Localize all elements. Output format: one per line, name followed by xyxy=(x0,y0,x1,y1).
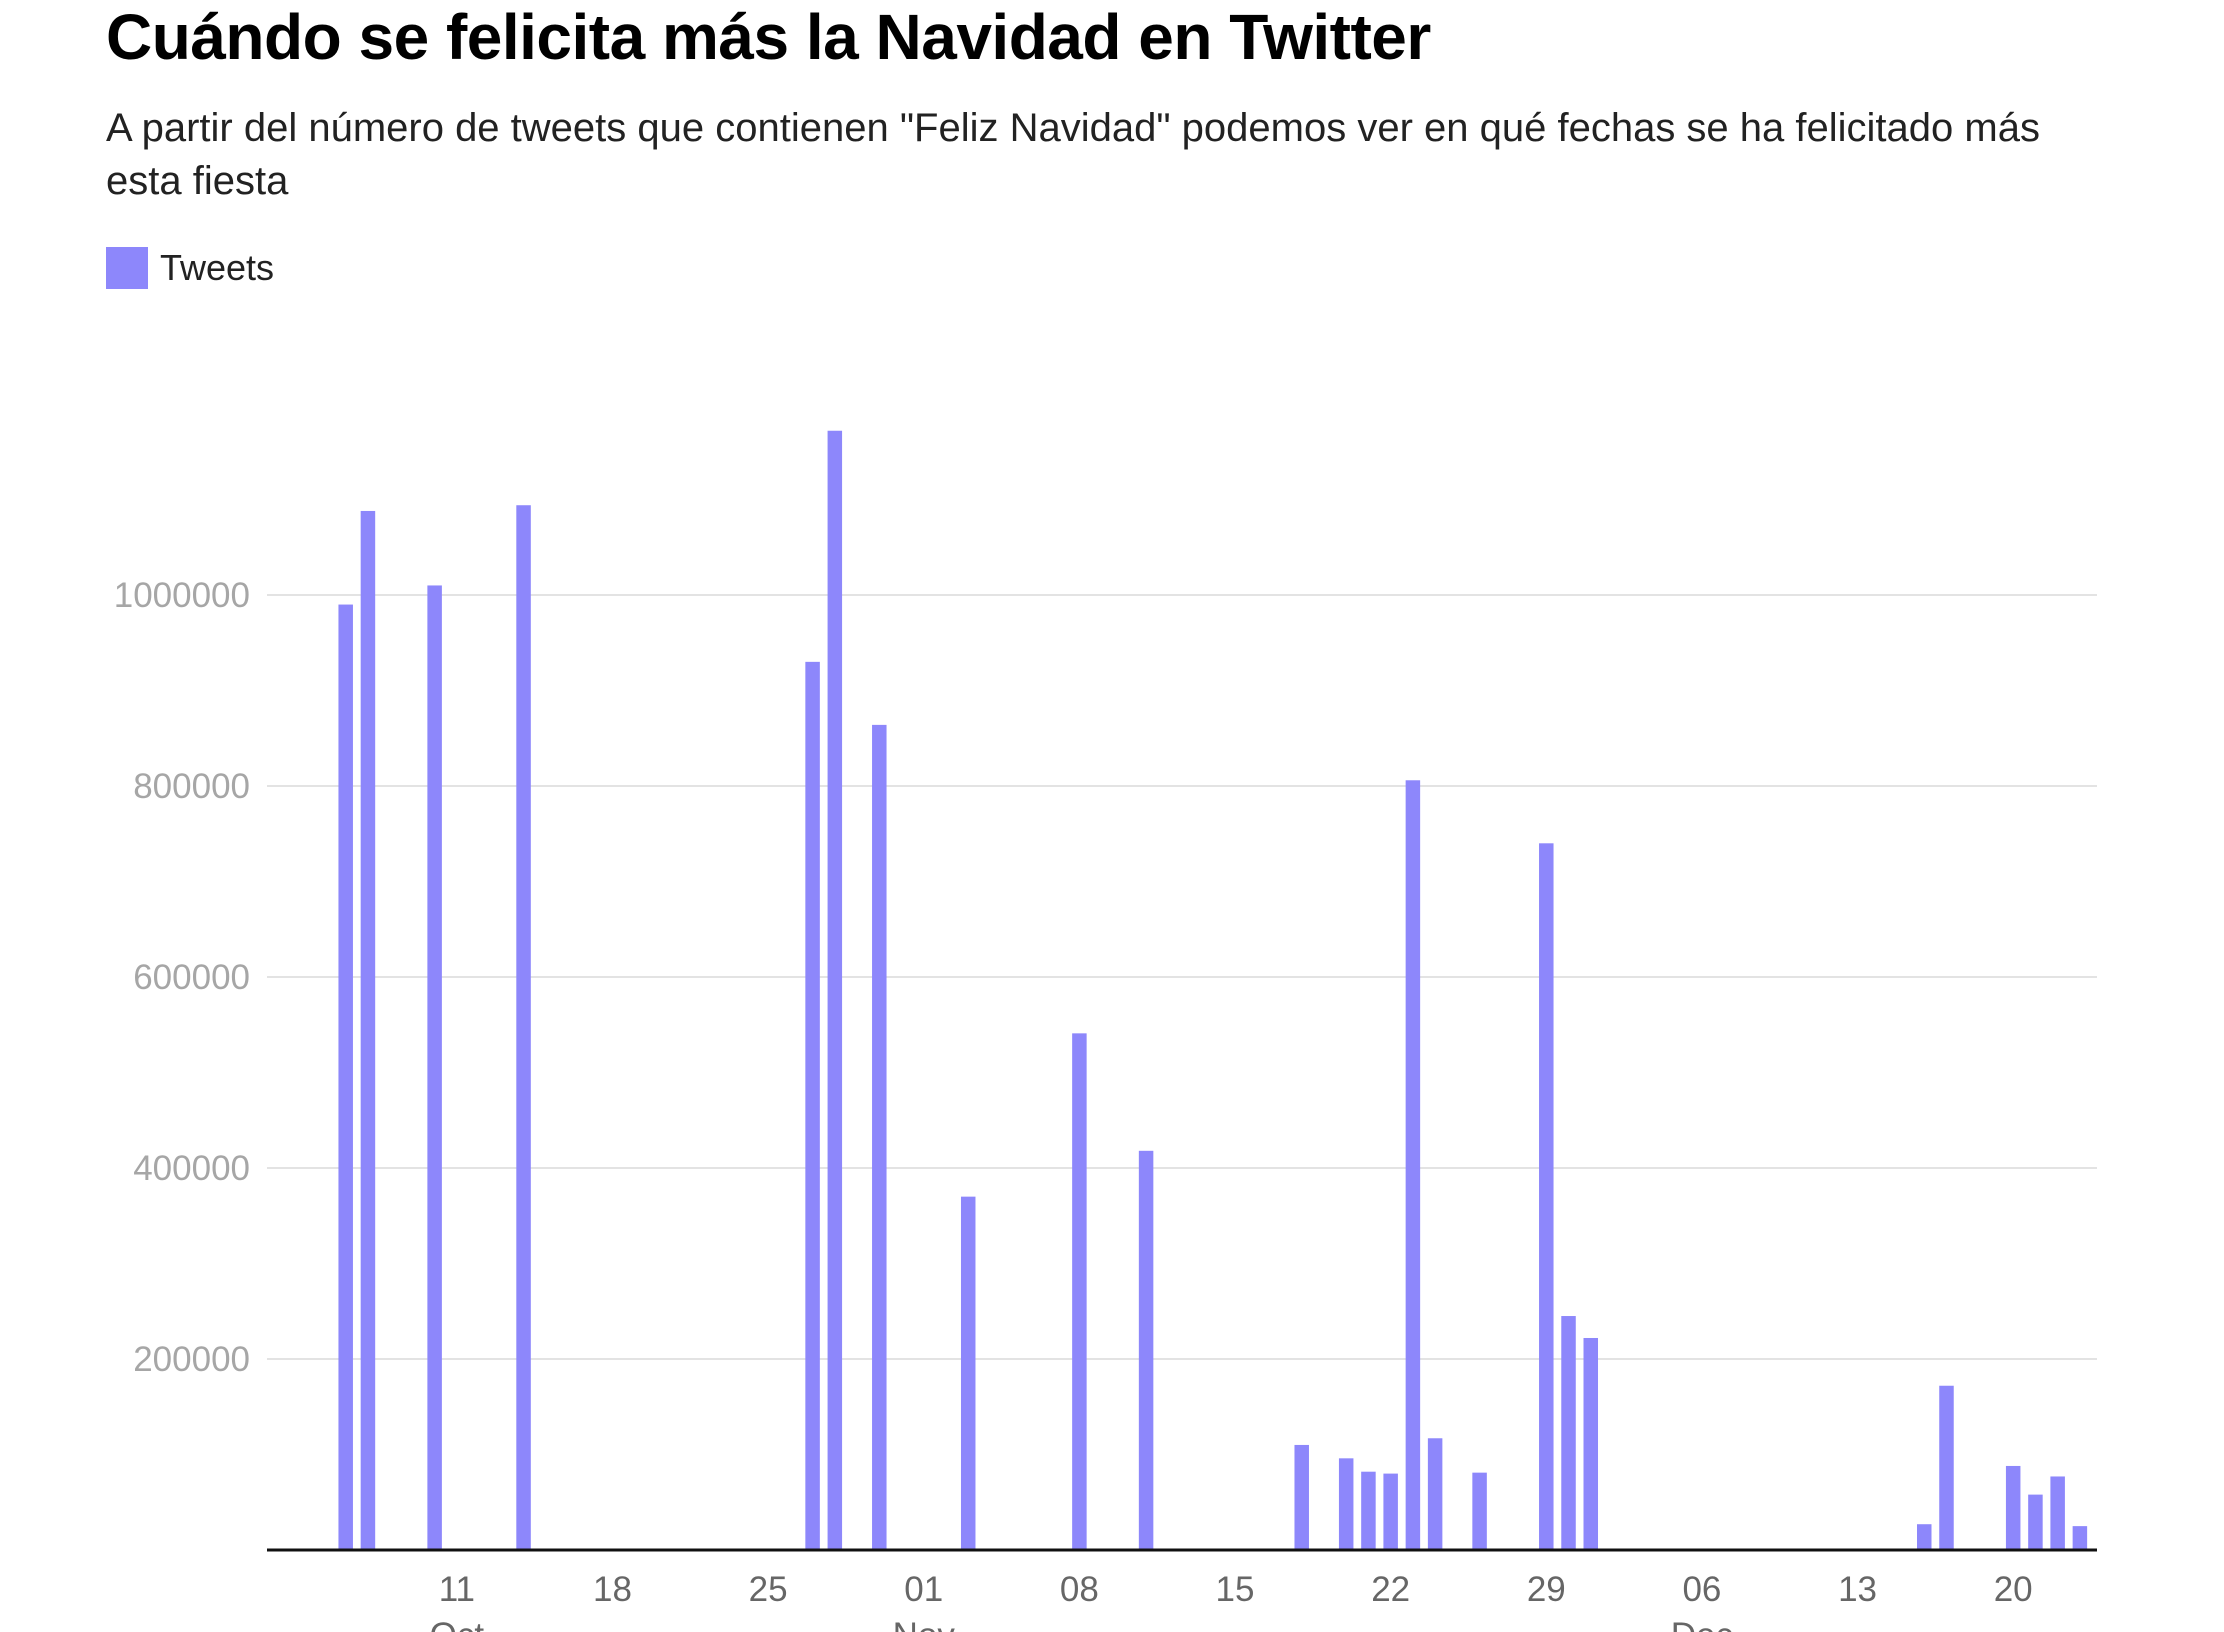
bar xyxy=(1383,1473,1398,1550)
bar xyxy=(516,505,531,1551)
x-tick-label: 29 xyxy=(1527,1570,1566,1609)
bar xyxy=(427,585,442,1550)
y-tick-label: 400000 xyxy=(133,1149,250,1188)
y-tick-label: 200000 xyxy=(133,1340,250,1379)
bar xyxy=(2005,1465,2021,1550)
bar xyxy=(2050,1476,2065,1550)
bar xyxy=(1917,1524,1932,1550)
bars xyxy=(338,430,2088,1551)
x-tick-label: 20 xyxy=(1994,1570,2033,1609)
y-tick-label: 1000000 xyxy=(114,576,250,615)
x-tick-label: 15 xyxy=(1216,1570,1255,1609)
x-tick-label: 18 xyxy=(593,1570,632,1609)
x-tick-label: 01 xyxy=(904,1570,943,1609)
bar xyxy=(827,430,843,1550)
bar xyxy=(1427,1438,1443,1550)
bar xyxy=(1583,1337,1599,1550)
bar xyxy=(1361,1471,1376,1550)
y-axis: 200000 400000 600000 800000 1000000 xyxy=(114,576,250,1379)
bar xyxy=(338,604,353,1550)
bar xyxy=(1561,1316,1576,1550)
x-month-label: Oct xyxy=(430,1616,485,1632)
grid-lines xyxy=(267,594,2097,1360)
bar xyxy=(872,724,887,1550)
x-axis: 11 Oct 18 25 01 Nov 08 15 22 29 06 Dec 13 20 xyxy=(267,1548,2097,1632)
bar xyxy=(2072,1526,2088,1550)
chart-title: Cuándo se felicita más la Navidad en Twi… xyxy=(106,1,1431,73)
bar xyxy=(960,1196,976,1550)
legend-label-tweets: Tweets xyxy=(160,247,275,288)
x-tick-label: 22 xyxy=(1371,1570,1410,1609)
x-tick-label: 11 xyxy=(439,1570,475,1609)
bar xyxy=(1539,843,1554,1550)
bar xyxy=(1138,1150,1154,1550)
bar xyxy=(1405,780,1421,1550)
y-tick-label: 800000 xyxy=(133,767,250,806)
bar xyxy=(1472,1472,1487,1550)
legend: Tweets xyxy=(106,246,274,290)
y-tick-label: 600000 xyxy=(133,958,250,997)
bar xyxy=(1939,1385,1954,1550)
x-tick-label: 06 xyxy=(1682,1570,1721,1609)
bar xyxy=(1338,1458,1354,1550)
x-tick-label: 25 xyxy=(749,1570,788,1609)
x-month-label: Nov xyxy=(893,1616,956,1632)
legend-swatch-tweets xyxy=(106,247,148,289)
x-tick-label: 08 xyxy=(1060,1570,1099,1609)
bar xyxy=(2028,1494,2043,1550)
x-month-label: Dec xyxy=(1671,1616,1733,1632)
x-tick-label: 13 xyxy=(1838,1570,1877,1609)
bar xyxy=(1072,1033,1087,1550)
bar xyxy=(360,510,376,1551)
chart-subtitle: A partir del número de tweets que contie… xyxy=(106,106,2040,203)
bar xyxy=(805,661,820,1550)
bar xyxy=(1294,1444,1309,1550)
